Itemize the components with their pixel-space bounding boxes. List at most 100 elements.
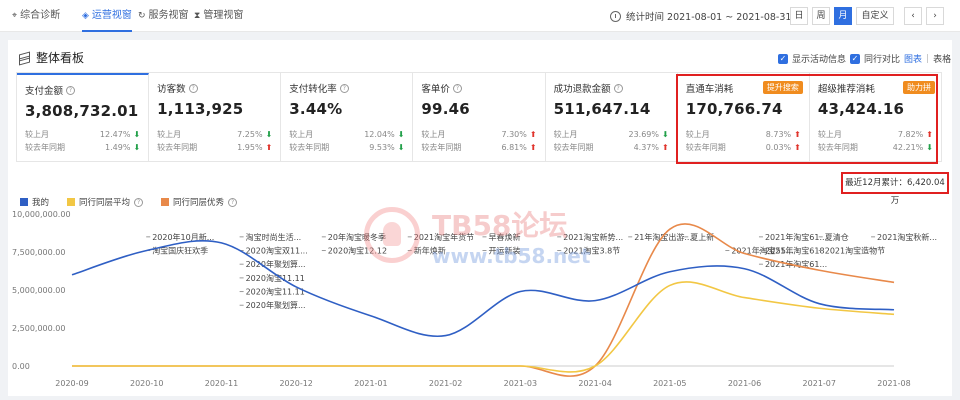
mom-label: 较上月 bbox=[157, 130, 182, 139]
metric-card-super-recommend-spend[interactable]: 超级推荐消耗 助力拼 43,424.16 较上月 7.82% ⬆ 较去年同期 42.2… bbox=[810, 73, 941, 161]
refresh-icon: ↻ bbox=[138, 11, 146, 21]
x-tick-label: 2021-02 bbox=[429, 379, 462, 388]
view-chart-link[interactable]: 图表 bbox=[904, 55, 923, 65]
metric-label: 访客数? bbox=[157, 81, 272, 95]
legend-item-peer-excellent[interactable]: 同行同层优秀? bbox=[161, 196, 238, 208]
activity-label: 早春焕新 bbox=[488, 232, 520, 242]
view-table-link[interactable]: 表格 bbox=[933, 55, 952, 65]
tab-label: 服务视窗 bbox=[148, 10, 189, 21]
metric-value: 1,113,925 bbox=[157, 100, 244, 118]
metric-label: 支付转化率? bbox=[289, 81, 404, 95]
arrow-up-icon: ⬆ bbox=[529, 130, 537, 139]
tab-service-view[interactable]: ↻ 服务视窗 bbox=[138, 0, 189, 32]
tab-label: 管理视窗 bbox=[203, 10, 244, 21]
panel-title-text: 整体看板 bbox=[36, 51, 85, 65]
legend-label: 同行同层优秀 bbox=[173, 198, 225, 208]
metric-value: 43,424.16 bbox=[817, 100, 905, 118]
metric-card-visitors[interactable]: 访客数? 1,113,925 较上月 7.25% ⬇ 较去年同期 1.95% ⬆ bbox=[149, 73, 282, 161]
tab-operations-view[interactable]: ◈ 运营视窗 bbox=[82, 0, 132, 32]
yoy-value: 1.49% bbox=[105, 143, 131, 152]
y-tick-label: 2,500,000.00 bbox=[12, 324, 65, 333]
activity-label: 夏上新 bbox=[690, 232, 714, 242]
metric-card-avg-order-value[interactable]: 客单价? 99.46 较上月 7.30% ⬆ 较去年同期 6.81% ⬆ bbox=[413, 73, 546, 161]
activity-label: 2021年淘宝618 bbox=[765, 246, 825, 256]
legend-swatch bbox=[161, 198, 170, 206]
yoy-label: 较去年同期 bbox=[421, 143, 462, 152]
peer-compare-checkbox[interactable]: ✓ 同行对比 图表 | 表格 bbox=[850, 52, 951, 65]
chart-legend: 我的 同行同层平均? 同行同层优秀? bbox=[20, 196, 238, 208]
tab-label: 运营视窗 bbox=[91, 10, 132, 21]
top-nav-bar: ⌖ 综合诊断 ◈ 运营视窗 ↻ 服务视窗 ⧗ 管理视窗 统计时间 2021-08… bbox=[0, 0, 960, 32]
yoy-value: 9.53% bbox=[369, 143, 395, 152]
metric-card-payment-amount[interactable]: 支付金额? 3,808,732.01 较上月 12.47% ⬇ 较去年同期 1.49%… bbox=[17, 73, 150, 161]
metric-card-refund-amount[interactable]: 成功退款金额? 511,647.14 较上月 23.69% ⬇ 较去年同期 4.37%… bbox=[546, 73, 678, 161]
chevron-left-icon: ‹ bbox=[911, 11, 915, 21]
period-custom-button[interactable]: 自定义 bbox=[856, 7, 894, 25]
arrow-down-icon: ⬇ bbox=[397, 130, 405, 139]
arrow-up-icon: ⬆ bbox=[794, 143, 801, 152]
help-icon[interactable]: ? bbox=[452, 83, 462, 93]
next-period-button[interactable]: › bbox=[926, 7, 944, 25]
metric-cards: 支付金额? 3,808,732.01 较上月 12.47% ⬇ 较去年同期 1.49%… bbox=[16, 72, 942, 162]
activity-label: 2020年10月新... bbox=[152, 232, 214, 242]
boost-search-badge[interactable]: 提升搜索 bbox=[762, 81, 803, 94]
stat-time-range[interactable]: 统计时间 2021-08-01 ~ 2021-08-31 bbox=[610, 9, 791, 23]
yoy-label: 较去年同期 bbox=[553, 143, 594, 152]
yoy-value: 4.37% bbox=[633, 143, 659, 152]
activity-label: 2020淘宝12.12 bbox=[328, 246, 387, 256]
x-tick-label: 2021-03 bbox=[504, 379, 537, 388]
activity-label: 淘宝国庆狂欢季 bbox=[152, 246, 208, 256]
y-tick-label: 5,000,000.00 bbox=[12, 286, 65, 295]
x-tick-label: 2021-05 bbox=[653, 379, 686, 388]
yoy-label: 较去年同期 bbox=[817, 143, 858, 152]
legend-item-peer-average[interactable]: 同行同层平均? bbox=[67, 196, 144, 208]
mom-label: 较上月 bbox=[289, 130, 314, 139]
period-day-button[interactable]: 日 bbox=[790, 7, 808, 25]
show-activity-label: 显示活动信息 bbox=[792, 55, 847, 65]
yoy-value: 6.81% bbox=[501, 143, 527, 152]
help-icon[interactable]: ? bbox=[188, 83, 198, 93]
activity-label: 2021淘宝秋新... bbox=[877, 232, 937, 242]
checkbox-checked-icon: ✓ bbox=[850, 53, 860, 64]
arrow-down-icon: ⬇ bbox=[926, 143, 933, 152]
metric-card-conversion-rate[interactable]: 支付转化率? 3.44% 较上月 12.04% ⬇ 较去年同期 9.53% ⬇ bbox=[281, 73, 414, 161]
metric-card-express-train-spend[interactable]: 直通车消耗 提升搜索 170,766.74 较上月 8.73% ⬆ 较去年同期 0.0… bbox=[678, 73, 810, 161]
activity-label: 2020年聚划算... bbox=[246, 259, 306, 269]
x-tick-label: 2021-01 bbox=[354, 379, 387, 388]
activity-label: 2021年淘宝61... bbox=[765, 259, 827, 269]
overall-dashboard-panel: 整体看板 ✓ 显示活动信息 ✓ 同行对比 图表 | 表格 支付金额? 3,808… bbox=[8, 40, 952, 396]
metric-value: 170,766.74 bbox=[685, 100, 783, 118]
help-icon[interactable]: ? bbox=[66, 85, 76, 95]
mom-value: 7.25% bbox=[237, 130, 263, 139]
hourglass-icon: ⧗ bbox=[194, 11, 201, 21]
boost-badge[interactable]: 助力拼 bbox=[902, 81, 935, 94]
arrow-down-icon: ⬇ bbox=[133, 130, 141, 139]
x-tick-label: 2020-09 bbox=[55, 379, 88, 388]
peer-compare-label: 同行对比 bbox=[864, 55, 901, 65]
mom-label: 较上月 bbox=[25, 130, 49, 139]
help-icon[interactable]: ? bbox=[613, 83, 623, 93]
prev-period-button[interactable]: ‹ bbox=[904, 7, 922, 25]
metric-label: 成功退款金额? bbox=[554, 81, 669, 95]
tab-comprehensive-diagnosis[interactable]: ⌖ 综合诊断 bbox=[12, 0, 60, 32]
arrow-down-icon: ⬇ bbox=[397, 143, 405, 152]
show-activity-checkbox[interactable]: ✓ 显示活动信息 bbox=[778, 52, 846, 65]
metric-label: 超级推荐消耗 bbox=[817, 84, 875, 95]
help-icon[interactable]: ? bbox=[228, 197, 238, 207]
x-tick-label: 2021-06 bbox=[728, 379, 761, 388]
legend-item-mine[interactable]: 我的 bbox=[20, 196, 49, 208]
watermark-text: TB58论坛 bbox=[432, 209, 568, 242]
mom-value: 7.82% bbox=[897, 130, 924, 139]
mom-label: 较上月 bbox=[421, 130, 446, 139]
mom-label: 较上月 bbox=[817, 130, 842, 139]
metric-label: 直通车消耗 bbox=[685, 84, 734, 95]
yoy-value: 0.03% bbox=[765, 143, 792, 152]
help-icon[interactable]: ? bbox=[134, 197, 144, 207]
tab-management-view[interactable]: ⧗ 管理视窗 bbox=[194, 0, 243, 32]
arrow-down-icon: ⬇ bbox=[662, 130, 669, 139]
help-icon[interactable]: ? bbox=[339, 83, 349, 93]
period-month-button[interactable]: 月 bbox=[834, 7, 852, 25]
activity-label: 2020淘宝双11... bbox=[246, 246, 308, 256]
activity-label: 2021淘宝年货节 bbox=[414, 232, 474, 242]
period-week-button[interactable]: 周 bbox=[812, 7, 830, 25]
